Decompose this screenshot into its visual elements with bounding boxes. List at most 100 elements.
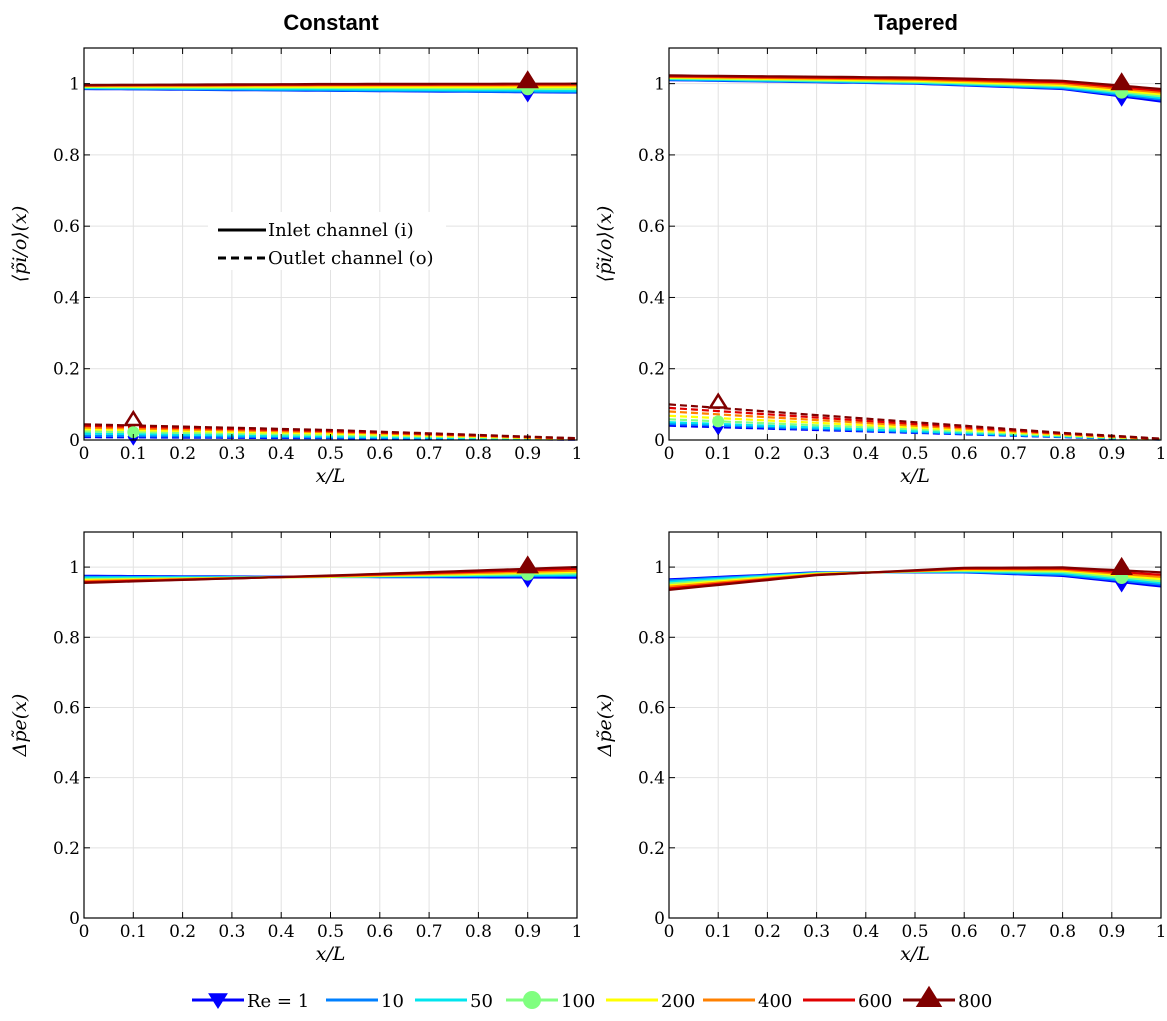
x-tick-label: 0.9 xyxy=(1098,922,1125,942)
x-tick-label: 0.9 xyxy=(514,444,541,464)
legend-item-re-50: 50 xyxy=(415,991,493,1012)
legend-label: 50 xyxy=(470,991,493,1012)
x-tick-label: 0 xyxy=(664,922,675,942)
x-tick-label: 0.8 xyxy=(1049,444,1076,464)
y-axis-label: Δp̃e(x) xyxy=(9,694,31,758)
x-tick-label: 0.2 xyxy=(169,444,196,464)
legend-label: 200 xyxy=(661,991,695,1012)
y-tick-label: 0.8 xyxy=(53,146,80,166)
x-axis-label: x/L xyxy=(316,465,346,487)
x-tick-label: 0.7 xyxy=(1000,444,1027,464)
marker-outlet-re-100 xyxy=(712,415,724,427)
x-tick-label: 0.8 xyxy=(465,444,492,464)
column-title-constant: Constant xyxy=(283,10,379,35)
x-tick-label: 0.7 xyxy=(416,444,443,464)
y-axis-label: ⟨p̃i/o⟩(x) xyxy=(9,206,31,282)
y-tick-label: 0.6 xyxy=(53,698,80,718)
legend-item-re-10: 10 xyxy=(326,991,404,1012)
x-tick-label: 0.5 xyxy=(317,444,344,464)
x-axis-label: x/L xyxy=(316,943,346,965)
plot-constant-pressure: 0 0.1 0.2 0.3 0.4 0.5 0.6 0.7 0.8 0.9 1 0 0.2 0.4 0.6 0… xyxy=(9,48,582,487)
y-tick-label: 1 xyxy=(69,75,80,95)
x-tick-label: 0.5 xyxy=(901,922,928,942)
y-tick-label: 0.4 xyxy=(53,769,80,789)
legend-item-re-800: 800 xyxy=(903,988,992,1012)
marker-outlet-re-800 xyxy=(125,412,141,425)
marker-re-800 xyxy=(519,73,537,87)
x-tick-label: 0.1 xyxy=(705,444,732,464)
x-axis-label: x/L xyxy=(900,465,930,487)
x-tick-label: 0.8 xyxy=(1049,922,1076,942)
x-tick-label: 0.5 xyxy=(317,922,344,942)
x-tick-label: 0.2 xyxy=(754,922,781,942)
x-tick-label: 0.7 xyxy=(416,922,443,942)
legend-item-re-1: Re = 1 xyxy=(192,991,309,1012)
x-tick-label: 0.4 xyxy=(268,444,295,464)
x-tick-label: 0.6 xyxy=(366,444,393,464)
legend-item-re-600: 600 xyxy=(803,991,892,1012)
x-tick-label: 0.2 xyxy=(169,922,196,942)
legend-label: 800 xyxy=(958,991,992,1012)
x-tick-label: 0.3 xyxy=(218,444,245,464)
marker-re-800 xyxy=(519,558,537,572)
x-tick-label: 0.3 xyxy=(218,922,245,942)
y-tick-label: 0 xyxy=(69,431,80,451)
y-tick-label: 1 xyxy=(654,558,665,578)
legend-label: Re = 1 xyxy=(247,991,309,1012)
x-tick-label: 0.3 xyxy=(803,444,830,464)
channel-legend: Inlet channel (i)Outlet channel (o) xyxy=(208,212,446,270)
x-tick-label: 1 xyxy=(572,444,583,464)
legend-marker-circle xyxy=(523,991,541,1009)
x-tick-label: 0.9 xyxy=(514,922,541,942)
y-tick-label: 0.4 xyxy=(53,288,80,308)
y-tick-label: 1 xyxy=(69,558,80,578)
legend-label: 600 xyxy=(858,991,892,1012)
x-tick-label: 1 xyxy=(572,922,583,942)
x-tick-label: 0 xyxy=(79,444,90,464)
reynolds-legend: Re = 1 10 50 100 200 400 600 800 xyxy=(192,988,992,1012)
y-tick-label: 0.6 xyxy=(53,217,80,237)
outlet-legend-label: Outlet channel (o) xyxy=(268,248,434,269)
y-tick-label: 0.2 xyxy=(53,360,80,380)
x-tick-label: 1 xyxy=(1156,444,1167,464)
x-tick-label: 1 xyxy=(1156,922,1167,942)
marker-outlet-re-800 xyxy=(710,395,726,408)
y-tick-label: 0.4 xyxy=(638,769,665,789)
x-tick-label: 0 xyxy=(664,444,675,464)
y-tick-label: 0 xyxy=(69,909,80,929)
x-axis-label: x/L xyxy=(900,943,930,965)
x-tick-label: 0.6 xyxy=(951,444,978,464)
x-tick-label: 0.5 xyxy=(901,444,928,464)
legend-marker-tri-up xyxy=(918,988,940,1006)
legend-item-re-100: 100 xyxy=(506,991,595,1012)
y-tick-label: 0.4 xyxy=(638,288,665,308)
x-tick-label: 0.8 xyxy=(465,922,492,942)
y-tick-label: 1 xyxy=(654,75,665,95)
x-tick-label: 0.6 xyxy=(951,922,978,942)
y-tick-label: 0.6 xyxy=(638,698,665,718)
y-axis-label: Δp̃e(x) xyxy=(594,694,616,758)
y-tick-label: 0.2 xyxy=(638,839,665,859)
y-tick-label: 0.8 xyxy=(638,146,665,166)
column-title-tapered: Tapered xyxy=(874,10,958,35)
y-tick-label: 0.8 xyxy=(53,628,80,648)
legend-label: 100 xyxy=(561,991,595,1012)
x-tick-label: 0.1 xyxy=(705,922,732,942)
x-tick-label: 0.4 xyxy=(268,922,295,942)
y-tick-label: 0 xyxy=(654,909,665,929)
legend-item-re-400: 400 xyxy=(703,991,792,1012)
x-tick-label: 0.6 xyxy=(366,922,393,942)
marker-re-800 xyxy=(1113,75,1131,89)
x-tick-label: 0.7 xyxy=(1000,922,1027,942)
y-tick-label: 0.6 xyxy=(638,217,665,237)
legend-label: 10 xyxy=(381,991,404,1012)
marker-outlet-re-1 xyxy=(713,427,723,435)
x-tick-label: 0.1 xyxy=(120,444,147,464)
y-axis-label: ⟨p̃i/o⟩(x) xyxy=(594,206,616,282)
x-tick-label: 0.1 xyxy=(120,922,147,942)
y-tick-label: 0 xyxy=(654,431,665,451)
y-tick-label: 0.2 xyxy=(53,839,80,859)
